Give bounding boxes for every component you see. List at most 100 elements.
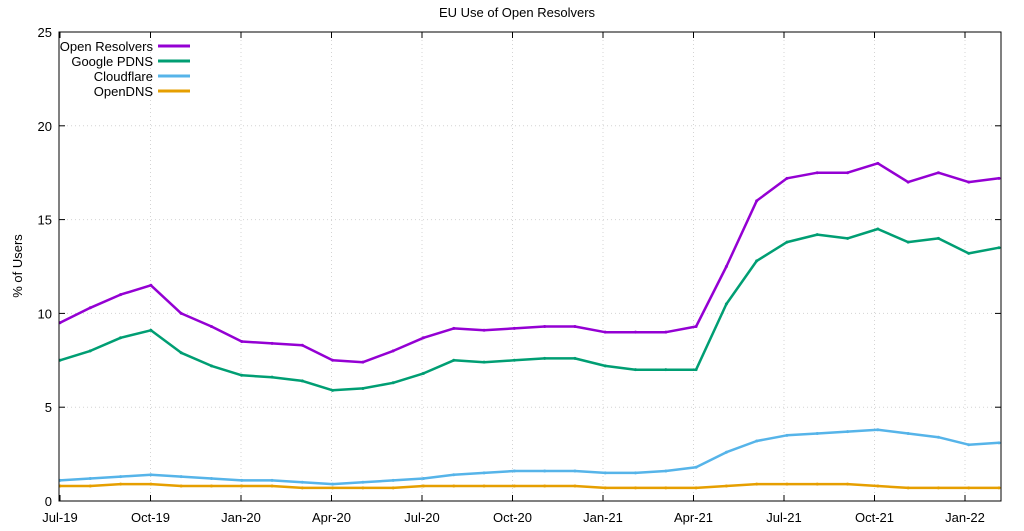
data-point [361,386,365,390]
data-point [149,328,153,332]
data-point [179,475,183,479]
data-point [88,484,92,488]
data-point [664,469,668,473]
data-point [240,478,244,482]
data-point [815,171,819,175]
data-point [452,473,456,477]
data-point [573,356,577,360]
data-point [694,325,698,329]
data-point [88,349,92,353]
data-point [664,486,668,490]
data-point [936,236,940,240]
data-point [421,336,425,340]
x-tick-label: Apr-20 [312,510,351,525]
data-point [421,371,425,375]
data-point [603,471,607,475]
data-point [543,469,547,473]
data-point [967,443,971,447]
data-point [119,293,123,297]
data-point [331,482,335,486]
data-point [997,486,1001,490]
series-opendns [58,482,1001,490]
data-point [361,480,365,484]
data-point [815,482,819,486]
legend-label: Google PDNS [71,54,153,69]
data-point [876,484,880,488]
data-point [694,486,698,490]
data-point [482,360,486,364]
data-point [906,180,910,184]
data-point [482,471,486,475]
data-point [906,431,910,435]
y-tick-label: 20 [38,119,52,134]
data-point [846,171,850,175]
data-point [391,381,395,385]
data-point [967,251,971,255]
data-point [88,306,92,310]
data-point [603,486,607,490]
data-point [573,325,577,329]
data-point [331,358,335,362]
data-point [482,484,486,488]
data-point [270,341,274,345]
data-point [482,328,486,332]
data-point [967,486,971,490]
grid-layer [59,32,1001,501]
data-point [755,482,759,486]
data-point [573,484,577,488]
data-point [270,484,274,488]
data-point [694,368,698,372]
data-point [755,259,759,263]
data-point [300,343,304,347]
data-point [876,428,880,432]
data-point [936,171,940,175]
data-point [664,330,668,334]
data-point [664,368,668,372]
data-point [391,478,395,482]
data-point [694,465,698,469]
data-point [270,478,274,482]
data-point [936,486,940,490]
x-tick-label: Oct-21 [855,510,894,525]
data-point [119,475,123,479]
data-point [785,433,789,437]
x-tick-label: Jul-20 [404,510,439,525]
x-tick-label: Jul-19 [42,510,77,525]
data-point [209,484,213,488]
x-tick-label: Jan-21 [583,510,623,525]
data-point [331,486,335,490]
data-point [997,176,1001,180]
data-point [88,476,92,480]
data-point [603,330,607,334]
y-tick-label: 15 [38,213,52,228]
data-point [119,336,123,340]
data-point [179,311,183,315]
data-point [634,368,638,372]
chart-title: EU Use of Open Resolvers [439,5,596,20]
series-cloudflare [58,428,1001,486]
data-point [785,482,789,486]
data-point [361,486,365,490]
data-point [724,302,728,306]
data-point [997,246,1001,250]
data-point [543,325,547,329]
x-tick-label: Oct-19 [131,510,170,525]
data-point [452,358,456,362]
tick-layer: 0 5 10 15 20 25 Jul-19 Oct-19 Jan-20 Apr-20 Jul-20… [38,25,1001,525]
legend-label: OpenDNS [94,84,154,99]
series-layer [58,161,1001,490]
series-line [59,428,1000,486]
data-point [785,176,789,180]
x-tick-label: Jan-20 [221,510,261,525]
data-point [876,227,880,231]
data-point [846,236,850,240]
data-point [300,379,304,383]
data-point [179,351,183,355]
data-point [755,199,759,203]
data-point [300,480,304,484]
y-tick-label: 10 [38,306,52,321]
x-tick-label: Apr-21 [674,510,713,525]
y-tick-label: 25 [38,25,52,40]
